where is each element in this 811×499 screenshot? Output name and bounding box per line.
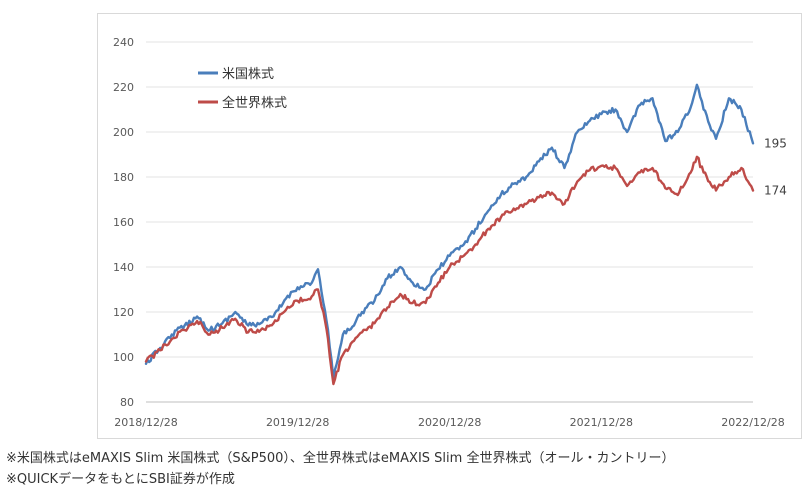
footnote-source-funds: ※米国株式はeMAXIS Slim 米国株式（S&P500）、全世界株式はeMA… xyxy=(6,451,675,466)
x-tick-label: 2019/12/28 xyxy=(266,416,329,429)
y-tick-label: 100 xyxy=(113,351,134,364)
y-tick-label: 200 xyxy=(113,126,134,139)
series-line-us xyxy=(144,83,755,381)
gridlines xyxy=(146,41,753,403)
footnote-data-credit: ※QUICKデータをもとにSBI証券が作成 xyxy=(6,472,235,487)
x-tick-label: 2020/12/28 xyxy=(418,416,481,429)
y-axis-ticks: 80 100 120 140 160 180 200 220 240 xyxy=(113,36,134,409)
legend-label-us: 米国株式 xyxy=(222,67,274,82)
x-tick-label: 2021/12/28 xyxy=(570,416,633,429)
series-line-world xyxy=(144,155,755,386)
legend-label-world: 全世界株式 xyxy=(222,95,287,111)
end-label-us: 195 xyxy=(764,136,787,150)
end-label-world: 174 xyxy=(764,184,787,198)
chart-frame: 80 100 120 140 160 180 200 220 240 2018/12/28 201… xyxy=(97,13,802,439)
y-tick-label: 160 xyxy=(113,216,134,229)
y-tick-label: 220 xyxy=(113,81,134,94)
y-tick-label: 240 xyxy=(113,36,134,49)
y-tick-label: 140 xyxy=(113,261,134,274)
x-tick-label: 2022/12/28 xyxy=(721,416,784,429)
y-tick-label: 180 xyxy=(113,171,134,184)
x-tick-label: 2018/12/28 xyxy=(114,416,177,429)
y-tick-label: 120 xyxy=(113,306,134,319)
end-labels: 195 174 xyxy=(764,136,787,197)
footnotes: ※米国株式はeMAXIS Slim 米国株式（S&P500）、全世界株式はeMA… xyxy=(6,448,811,490)
y-tick-label: 80 xyxy=(120,396,134,409)
x-axis-ticks: 2018/12/28 2019/12/28 2020/12/28 2021/12/28… xyxy=(114,416,784,429)
series-lines xyxy=(144,83,755,386)
